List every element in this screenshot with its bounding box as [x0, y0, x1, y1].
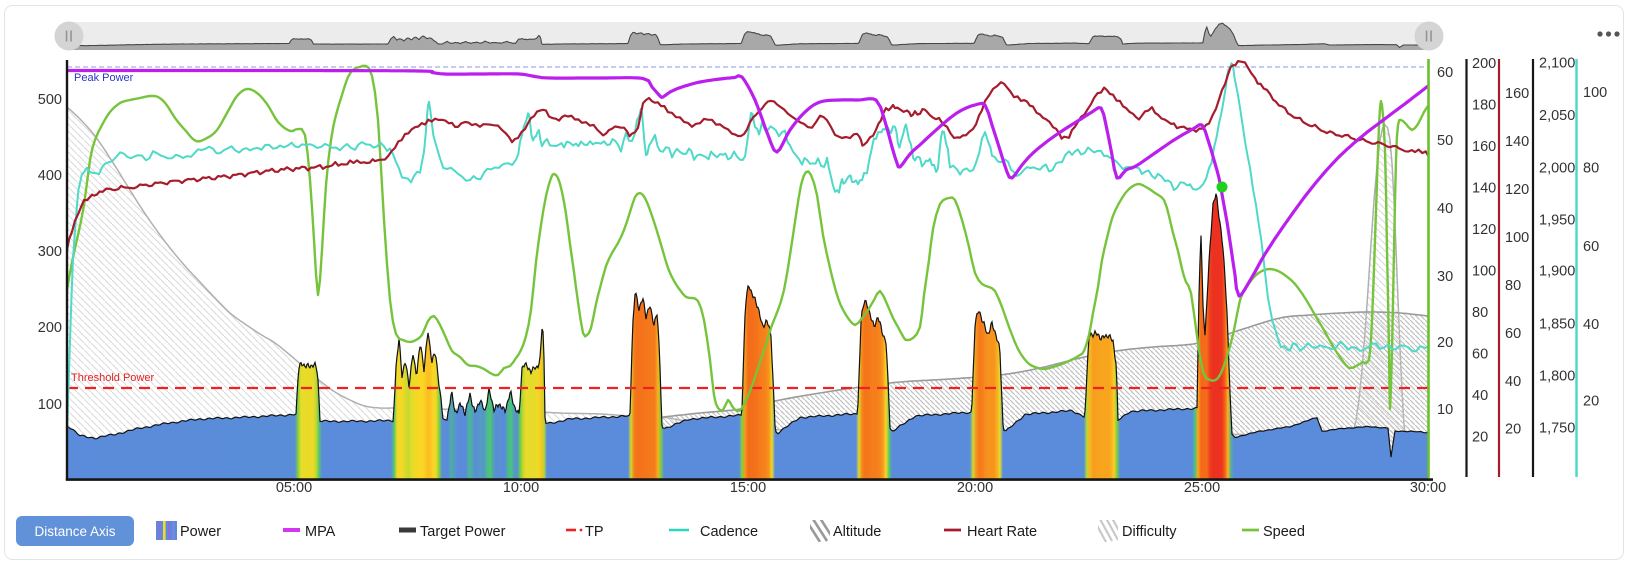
- svg-text:2,050: 2,050: [1539, 108, 1575, 124]
- svg-text:30: 30: [1437, 269, 1453, 285]
- svg-text:30:00: 30:00: [1410, 480, 1446, 496]
- svg-text:20: 20: [1472, 430, 1488, 446]
- svg-text:20: 20: [1505, 422, 1521, 438]
- svg-text:1,950: 1,950: [1539, 213, 1575, 229]
- svg-text:1,750: 1,750: [1539, 420, 1575, 436]
- svg-text:400: 400: [38, 168, 62, 184]
- svg-text:05:00: 05:00: [276, 480, 312, 496]
- svg-text:100: 100: [38, 397, 62, 413]
- svg-text:15:00: 15:00: [730, 480, 766, 496]
- svg-text:2,100: 2,100: [1539, 55, 1575, 71]
- svg-text:500: 500: [38, 92, 62, 108]
- svg-text:80: 80: [1472, 305, 1488, 321]
- svg-text:100: 100: [1472, 264, 1496, 280]
- svg-text:140: 140: [1472, 181, 1496, 197]
- svg-text:MPA: MPA: [305, 524, 336, 540]
- svg-text:20: 20: [1437, 335, 1453, 351]
- svg-text:Peak Power: Peak Power: [74, 72, 134, 84]
- svg-text:Cadence: Cadence: [700, 524, 758, 540]
- svg-text:160: 160: [1472, 139, 1496, 155]
- svg-text:100: 100: [1583, 85, 1607, 101]
- svg-text:1,900: 1,900: [1539, 264, 1575, 280]
- svg-text:40: 40: [1437, 201, 1453, 217]
- svg-text:20:00: 20:00: [957, 480, 993, 496]
- svg-text:2,000: 2,000: [1539, 160, 1575, 176]
- svg-text:140: 140: [1505, 134, 1529, 150]
- svg-text:Speed: Speed: [1263, 524, 1305, 540]
- svg-text:40: 40: [1583, 317, 1599, 333]
- svg-text:40: 40: [1505, 374, 1521, 390]
- svg-text:10:00: 10:00: [503, 480, 539, 496]
- svg-text:Difficulty: Difficulty: [1122, 524, 1177, 540]
- svg-text:40: 40: [1472, 388, 1488, 404]
- svg-text:180: 180: [1472, 98, 1496, 114]
- svg-text:Power: Power: [180, 524, 221, 540]
- svg-text:Target Power: Target Power: [420, 524, 506, 540]
- svg-text:Threshold Power: Threshold Power: [71, 372, 154, 384]
- svg-text:100: 100: [1505, 230, 1529, 246]
- svg-text:25:00: 25:00: [1184, 480, 1220, 496]
- svg-text:120: 120: [1472, 222, 1496, 238]
- svg-text:60: 60: [1505, 326, 1521, 342]
- svg-text:80: 80: [1583, 160, 1599, 176]
- svg-text:10: 10: [1437, 402, 1453, 418]
- svg-text:60: 60: [1583, 239, 1599, 255]
- svg-text:300: 300: [38, 244, 62, 260]
- svg-text:1,850: 1,850: [1539, 316, 1575, 332]
- svg-text:TP: TP: [585, 524, 604, 540]
- svg-text:1,800: 1,800: [1539, 369, 1575, 385]
- svg-text:160: 160: [1505, 86, 1529, 102]
- svg-text:80: 80: [1505, 278, 1521, 294]
- svg-text:50: 50: [1437, 133, 1453, 149]
- svg-text:Altitude: Altitude: [833, 524, 881, 540]
- svg-text:Distance Axis: Distance Axis: [34, 524, 115, 539]
- svg-text:120: 120: [1505, 182, 1529, 198]
- svg-text:20: 20: [1583, 394, 1599, 410]
- svg-text:60: 60: [1472, 347, 1488, 363]
- svg-text:Heart Rate: Heart Rate: [967, 524, 1037, 540]
- svg-text:200: 200: [1472, 56, 1496, 72]
- svg-text:200: 200: [38, 320, 62, 336]
- svg-text:60: 60: [1437, 65, 1453, 81]
